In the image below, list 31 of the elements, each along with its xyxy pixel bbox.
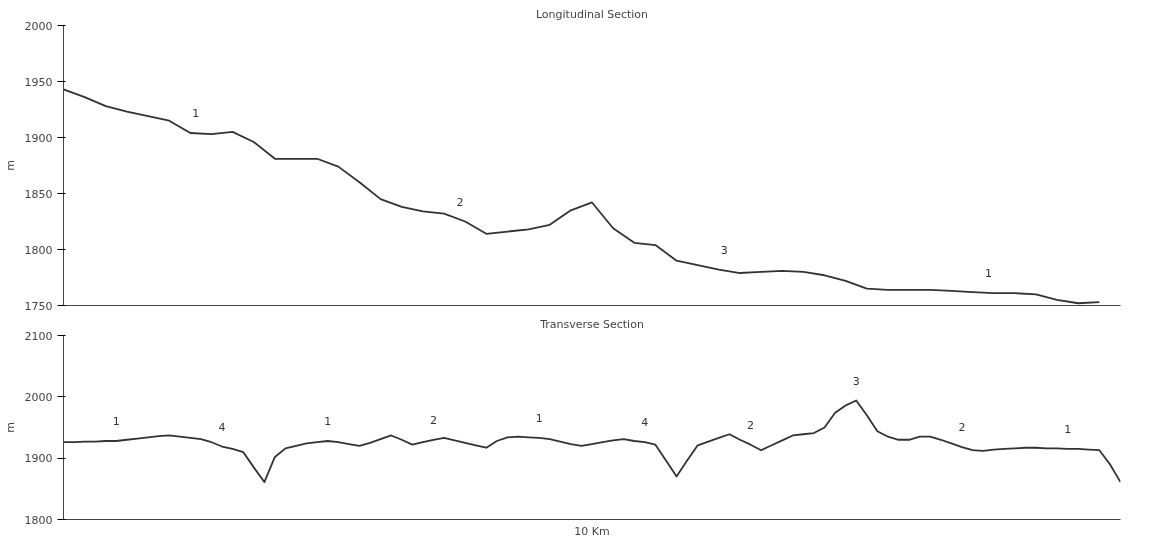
annotation: 1 [984, 267, 992, 281]
annotation: 3 [852, 374, 860, 388]
y-tick-label: 1950 [24, 75, 53, 89]
annotation: 1 [535, 411, 543, 425]
x-axis-title: 10 Km [574, 524, 610, 538]
annotation: 1 [324, 414, 332, 428]
y-axis-title: m [3, 422, 17, 433]
y-axis-title: m [3, 160, 17, 171]
annotation: 1 [192, 107, 200, 121]
annotation: 4 [641, 416, 649, 430]
y-tick-label: 1900 [24, 131, 53, 145]
y-tick-label: 1800 [24, 243, 53, 257]
y-tick-label: 1750 [24, 299, 53, 313]
y-tick-label: 2000 [24, 390, 53, 404]
y-tick-label: 2100 [24, 329, 53, 343]
line-series [63, 88, 1101, 305]
line-series [63, 399, 1121, 483]
y-tick-label: 1800 [24, 513, 53, 527]
y-tick-label: 1850 [24, 187, 53, 201]
annotation: 3 [720, 243, 728, 257]
annotation: 1 [112, 414, 120, 428]
annotation: 2 [429, 413, 437, 427]
annotation: 2 [747, 418, 755, 432]
annotation: 1 [1064, 422, 1072, 436]
chart-title: Longitudinal Section [535, 7, 649, 21]
annotation: 2 [958, 421, 966, 435]
annotation: 4 [218, 420, 226, 434]
y-tick-label: 2000 [24, 19, 53, 33]
y-tick-label: 1900 [24, 452, 53, 466]
annotation: 2 [456, 195, 464, 209]
chart-title: Transverse Section [539, 317, 644, 331]
